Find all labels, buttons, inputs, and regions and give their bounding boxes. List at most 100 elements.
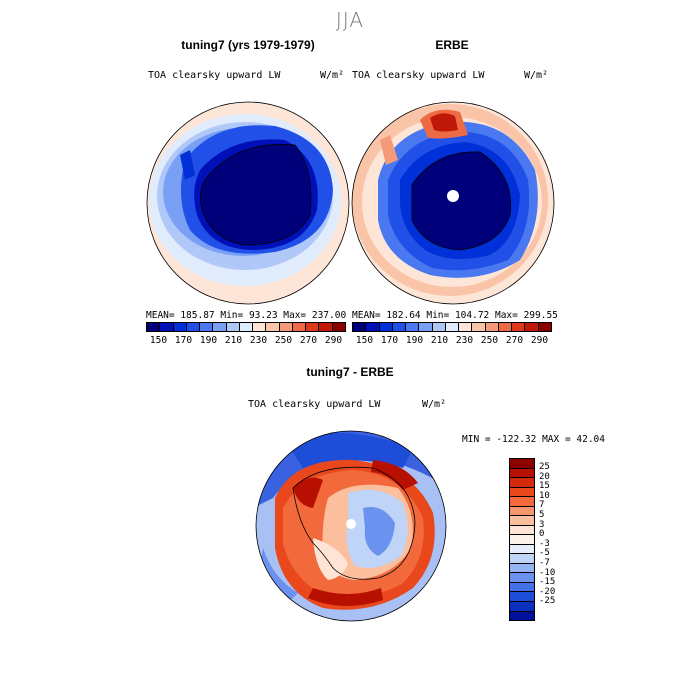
diff-variable-label: TOA clearsky upward LW: [248, 399, 381, 410]
left-map-border: [146, 101, 350, 305]
left-colorbar-tick-label: 210: [224, 335, 243, 346]
left-colorbar-swatch: [266, 323, 280, 331]
right-colorbar-swatch: [366, 323, 380, 331]
left-colorbar-swatch: [200, 323, 214, 331]
diff-colorbar-tick-label: 15: [539, 481, 550, 492]
left-colorbar-swatch: [147, 323, 161, 331]
diff-panel-title: tuning7 - ERBE: [306, 365, 394, 379]
right-variable-label: TOA clearsky upward LW: [352, 70, 485, 81]
diff-colorbar-swatch: [510, 592, 534, 602]
left-colorbar-swatch: [306, 323, 320, 331]
left-colorbar-swatch: [186, 323, 201, 331]
diff-colorbar-swatch: [510, 487, 534, 498]
left-colorbar-tick-label: 250: [274, 335, 293, 346]
right-colorbar-ticks: 150 170 190 210 230 250 270 290: [352, 335, 552, 346]
left-colorbar-tick-label: 230: [249, 335, 268, 346]
left-panel-title: tuning7 (yrs 1979-1979): [181, 38, 315, 52]
right-colorbar-tick-label: 290: [530, 335, 549, 346]
right-colorbar-swatch: [538, 323, 551, 331]
left-polar-map: [146, 101, 350, 305]
diff-map-pole-hole: [346, 519, 356, 529]
diff-colorbar-tick-label: -5: [539, 548, 550, 559]
diff-colorbar-swatch: [510, 554, 534, 564]
right-colorbar-swatch: [406, 323, 420, 331]
right-colorbar-tick-label: 250: [480, 335, 499, 346]
diff-colorbar-tick-label: -15: [539, 577, 556, 588]
left-colorbar: [146, 322, 346, 332]
diff-units-label: W/m²: [422, 399, 447, 410]
right-polar-map: [351, 101, 555, 305]
diff-colorbar-swatch: [510, 535, 534, 545]
diff-colorbar-ticks: 25 20 15 10 7 5 3 0 -3 -5 -7 -10 -15 -20 -25: [539, 458, 579, 621]
diff-colorbar-swatch: [510, 516, 534, 526]
diff-colorbar-tick-label: 5: [539, 510, 545, 521]
right-colorbar-swatch: [392, 323, 407, 331]
right-panel-title: ERBE: [435, 38, 469, 52]
left-colorbar-swatch: [173, 323, 187, 331]
right-colorbar-swatch: [353, 323, 367, 331]
right-map-border: [351, 101, 555, 305]
diff-map-coastline: [292, 466, 416, 580]
diff-colorbar: [509, 458, 535, 621]
left-colorbar-tick-label: 150: [149, 335, 168, 346]
right-map-coastline: [411, 151, 512, 251]
right-colorbar-tick-label: 230: [455, 335, 474, 346]
left-colorbar-tick-label: 190: [199, 335, 218, 346]
diff-colorbar-tick-label: -20: [539, 586, 556, 597]
right-colorbar-tick-label: 190: [405, 335, 424, 346]
right-map-antarctic-core: [412, 151, 511, 250]
right-units-label: W/m²: [524, 70, 549, 81]
right-colorbar-swatch: [445, 323, 460, 331]
figure-title: JJA: [335, 8, 365, 32]
diff-colorbar-tick-label: 10: [539, 490, 550, 501]
left-colorbar-tick-label: 290: [324, 335, 343, 346]
right-stats: MEAN= 182.64 Min= 104.72 Max= 299.55: [352, 310, 558, 321]
diff-colorbar-swatch: [510, 468, 534, 479]
left-colorbar-tick-label: 170: [174, 335, 193, 346]
diff-colorbar-tick-label: 3: [539, 519, 545, 530]
left-units-label: W/m²: [320, 70, 345, 81]
right-colorbar-swatch: [498, 323, 513, 331]
diff-colorbar-tick-label: 20: [539, 471, 550, 482]
left-colorbar-ticks: 150 170 190 210 230 250 270 290: [146, 335, 346, 346]
right-colorbar-swatch: [419, 323, 433, 331]
diff-colorbar-tick-label: -25: [539, 596, 556, 607]
right-map-pole-hole: [447, 190, 459, 202]
diff-colorbar-swatch: [510, 544, 534, 555]
diff-colorbar-tick-label: -7: [539, 557, 550, 568]
left-colorbar-swatch: [253, 323, 267, 331]
right-colorbar-swatch: [485, 323, 499, 331]
left-map-coastline: [200, 144, 312, 246]
right-colorbar-swatch: [525, 323, 539, 331]
left-colorbar-swatch: [319, 323, 333, 331]
diff-colorbar-swatch: [510, 506, 534, 517]
diff-colorbar-swatch: [510, 601, 534, 612]
diff-colorbar-tick-label: -10: [539, 567, 556, 578]
left-colorbar-swatch: [160, 323, 174, 331]
diff-polar-map: [255, 430, 447, 622]
right-colorbar-tick-label: 270: [505, 335, 524, 346]
diff-colorbar-swatch: [510, 478, 534, 488]
diff-colorbar-swatch: [510, 459, 534, 469]
diff-colorbar-tick-label: 7: [539, 500, 545, 511]
left-colorbar-tick-label: 270: [299, 335, 318, 346]
left-colorbar-swatch: [279, 323, 293, 331]
left-variable-label: TOA clearsky upward LW: [148, 70, 281, 81]
left-colorbar-swatch: [292, 323, 307, 331]
diff-colorbar-swatch: [510, 611, 534, 621]
left-colorbar-swatch: [239, 323, 254, 331]
diff-colorbar-swatch: [510, 573, 534, 583]
left-stats: MEAN= 185.87 Min= 93.23 Max= 237.00: [146, 310, 347, 321]
diff-colorbar-tick-label: 25: [539, 462, 550, 473]
right-colorbar-swatch: [472, 323, 486, 331]
diff-colorbar-swatch: [510, 582, 534, 593]
left-colorbar-swatch: [332, 323, 345, 331]
diff-colorbar-tick-label: -3: [539, 538, 550, 549]
diff-stats: MIN = -122.32 MAX = 42.04: [462, 434, 605, 445]
right-colorbar-swatch: [512, 323, 526, 331]
right-colorbar-tick-label: 210: [430, 335, 449, 346]
right-colorbar-swatch: [432, 323, 446, 331]
right-colorbar-tick-label: 150: [355, 335, 374, 346]
diff-colorbar-swatch: [510, 563, 534, 574]
right-colorbar-swatch: [379, 323, 393, 331]
